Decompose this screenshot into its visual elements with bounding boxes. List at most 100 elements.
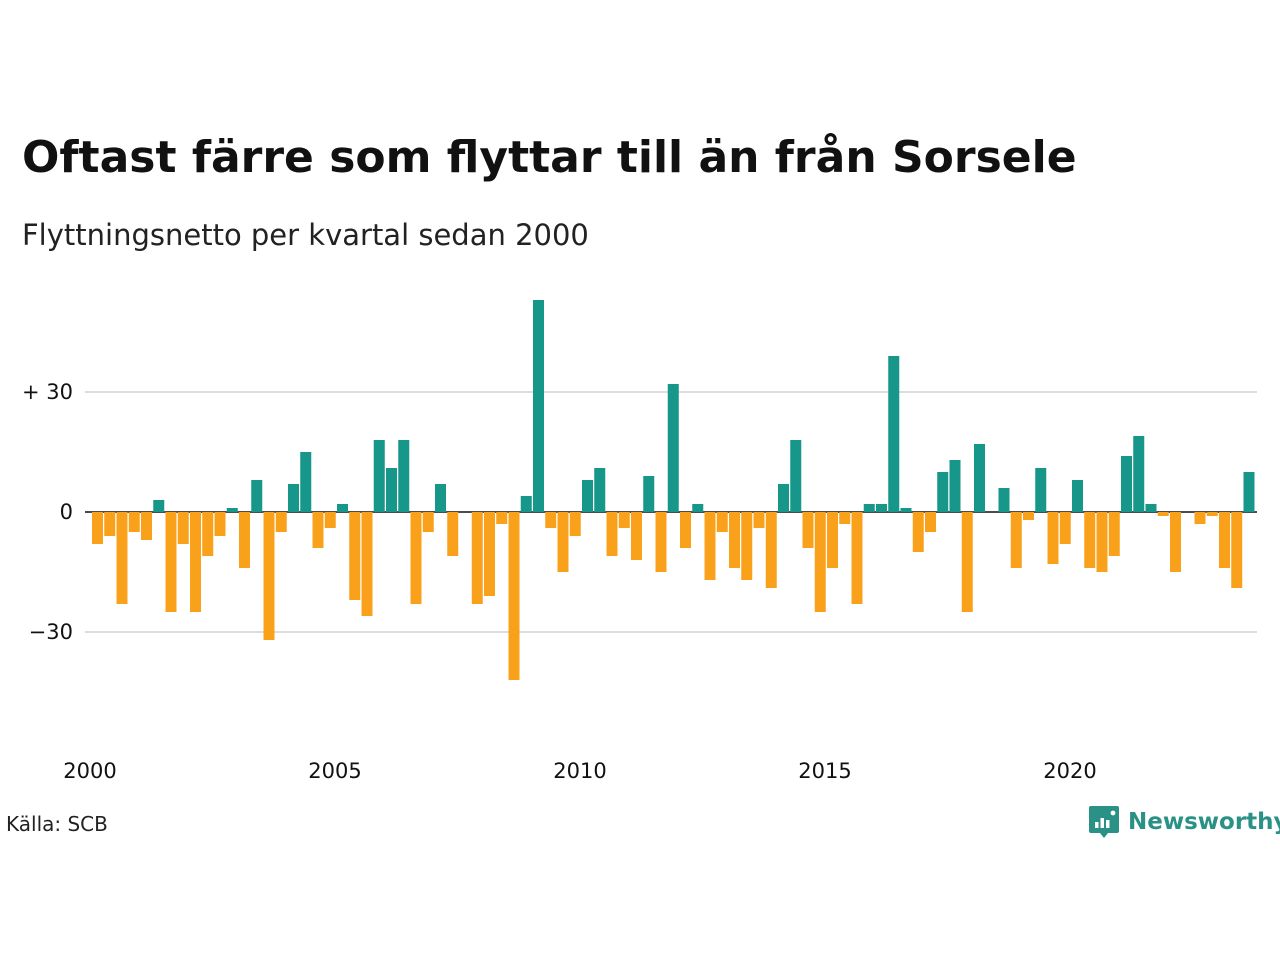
bar [704, 512, 716, 580]
bar [765, 512, 777, 588]
bar [606, 512, 618, 556]
bar [949, 460, 961, 512]
bar [92, 512, 103, 544]
bar [545, 512, 557, 528]
bar [1133, 436, 1145, 512]
brand-logo[interactable]: Newsworthy [1088, 804, 1280, 840]
bar [643, 476, 655, 512]
y-tick-label: 0 [60, 500, 73, 524]
bar [961, 512, 973, 612]
bar [827, 512, 838, 568]
bar [692, 504, 704, 512]
bar [324, 512, 336, 528]
bar [1059, 512, 1071, 544]
bars [92, 300, 1255, 680]
bar [177, 512, 189, 544]
x-tick-label: 2010 [553, 759, 606, 783]
bar [153, 500, 165, 512]
bar [496, 512, 508, 524]
bar [288, 484, 299, 512]
bar [729, 512, 740, 568]
bar [1084, 512, 1096, 568]
bar [435, 484, 446, 512]
bar [802, 512, 814, 548]
bar [851, 512, 863, 604]
bar [863, 504, 875, 512]
bar [631, 512, 642, 560]
bar [312, 512, 324, 548]
bar [1145, 504, 1157, 512]
bar [484, 512, 495, 596]
bar [1023, 512, 1034, 520]
bar [557, 512, 569, 572]
bar [1206, 512, 1218, 516]
bar [361, 512, 373, 616]
newsworthy-logo-icon [1089, 806, 1119, 838]
bar [1121, 456, 1132, 512]
bar [116, 512, 128, 604]
bar [422, 512, 434, 532]
bar [214, 512, 226, 536]
x-axis-ticks: 2000 2005 2010 2015 2020 [63, 759, 1096, 783]
bar [190, 512, 201, 612]
bar [447, 512, 459, 556]
bar [1096, 512, 1108, 572]
bar [778, 484, 789, 512]
bar [165, 512, 177, 612]
bar [937, 472, 949, 512]
bar [1243, 472, 1255, 512]
bar [104, 512, 116, 536]
bar [1047, 512, 1059, 564]
chart-subtitle: Flyttningsnetto per kvartal sedan 2000 [22, 218, 589, 252]
bar [263, 512, 275, 640]
bar [912, 512, 924, 552]
bar [251, 480, 263, 512]
bar [471, 512, 483, 604]
bar [582, 480, 593, 512]
bar [1219, 512, 1230, 568]
bar [373, 440, 385, 512]
bar [680, 512, 691, 548]
brand-name: Newsworthy [1128, 809, 1280, 835]
y-tick-label: + 30 [22, 380, 73, 404]
bar [1108, 512, 1120, 556]
bar [667, 384, 679, 512]
bar [1010, 512, 1022, 568]
bar [508, 512, 520, 680]
y-tick-label: −30 [29, 620, 73, 644]
bar [141, 512, 152, 540]
bar [337, 504, 348, 512]
bar [128, 512, 140, 532]
bar [655, 512, 667, 572]
bar [386, 468, 397, 512]
x-tick-label: 2015 [798, 759, 851, 783]
bar [790, 440, 802, 512]
x-tick-label: 2020 [1043, 759, 1096, 783]
bar [398, 440, 410, 512]
bar [925, 512, 936, 532]
bar [839, 512, 851, 524]
bar [618, 512, 630, 528]
bar [410, 512, 422, 604]
bar [716, 512, 728, 532]
bar [1170, 512, 1181, 572]
x-tick-label: 2000 [63, 759, 116, 783]
x-tick-label: 2005 [308, 759, 361, 783]
bar [349, 512, 361, 600]
bar [1157, 512, 1169, 516]
bar [814, 512, 826, 612]
bar [594, 468, 606, 512]
bar [1231, 512, 1243, 588]
bar [974, 444, 985, 512]
bar [275, 512, 287, 532]
bar [753, 512, 765, 528]
chart-title: Oftast färre som flyttar till än från So… [22, 132, 1077, 183]
bar [998, 488, 1010, 512]
bar [533, 300, 544, 512]
source-note: Källa: SCB [6, 812, 108, 836]
bar [520, 496, 532, 512]
bar [202, 512, 214, 556]
bar [239, 512, 250, 568]
bar [569, 512, 581, 536]
